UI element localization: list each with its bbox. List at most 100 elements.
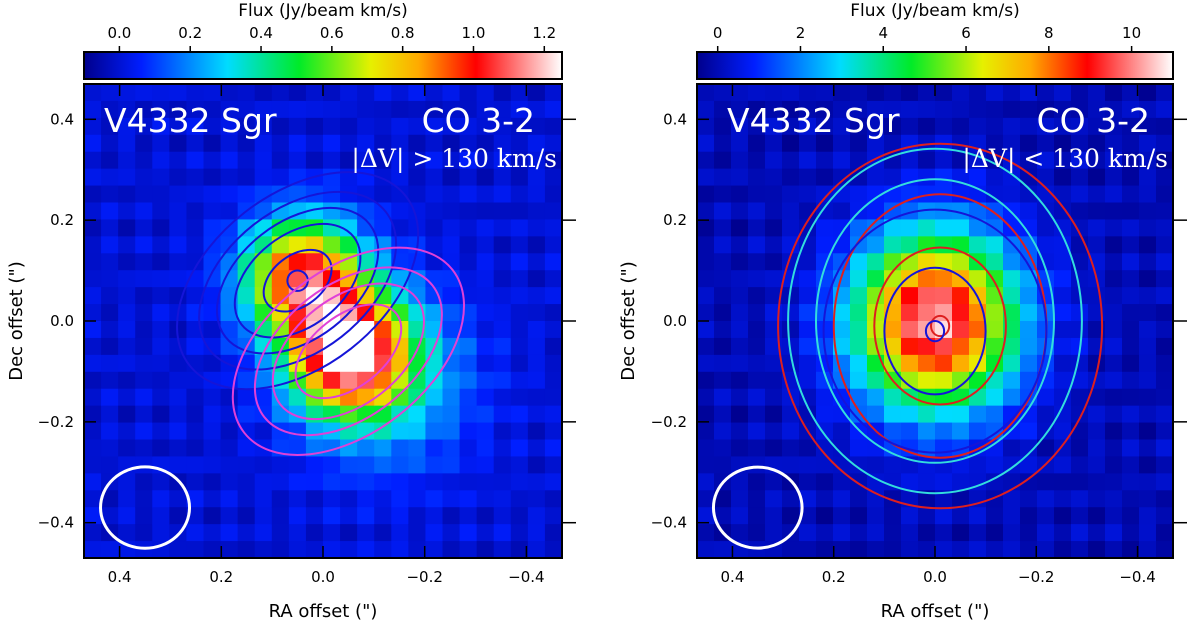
image-pixel	[527, 219, 546, 237]
image-pixel	[748, 185, 766, 204]
image-pixel	[254, 100, 273, 119]
image-pixel	[782, 100, 800, 119]
image-pixel	[884, 236, 902, 254]
image-pixel	[357, 134, 375, 153]
image-pixel	[1088, 134, 1106, 153]
image-pixel	[1088, 117, 1106, 136]
image-pixel	[357, 287, 375, 305]
image-pixel	[1003, 321, 1021, 339]
image-pixel	[884, 354, 902, 373]
image-pixel	[935, 456, 953, 474]
image-pixel	[1139, 371, 1157, 390]
image-pixel	[1020, 304, 1038, 322]
image-pixel	[254, 321, 273, 339]
image-pixel	[476, 337, 495, 356]
image-pixel	[986, 236, 1004, 254]
image-pixel	[237, 439, 256, 458]
image-pixel	[203, 456, 222, 474]
image-pixel	[1054, 185, 1072, 204]
image-pixel	[527, 422, 546, 441]
image-pixel	[186, 185, 205, 204]
image-pixel	[1054, 202, 1072, 221]
image-pixel	[118, 354, 136, 373]
image-pixel	[220, 337, 239, 356]
image-pixel	[527, 202, 546, 221]
image-pixel	[271, 524, 290, 542]
image-pixel	[782, 168, 800, 187]
image-pixel	[816, 388, 834, 407]
image-pixel	[288, 134, 307, 153]
image-pixel	[833, 151, 851, 170]
image-pixel	[152, 185, 170, 204]
image-pixel	[527, 405, 546, 424]
image-pixel	[425, 354, 444, 373]
image-pixel	[1139, 422, 1157, 441]
image-pixel	[84, 134, 102, 153]
image-pixel	[935, 541, 953, 558]
image-pixel	[544, 422, 562, 441]
image-pixel	[118, 524, 136, 542]
image-pixel	[135, 134, 153, 153]
image-pixel	[374, 439, 392, 458]
image-pixel	[748, 202, 766, 221]
image-pixel	[1071, 134, 1089, 153]
image-pixel	[1088, 287, 1106, 305]
image-pixel	[186, 422, 205, 441]
image-pixel	[186, 507, 205, 525]
image-pixel	[1037, 151, 1055, 170]
image-pixel	[918, 473, 936, 491]
image-pixel	[271, 84, 290, 102]
image-pixel	[135, 337, 153, 356]
image-pixel	[476, 151, 495, 170]
image-pixel	[391, 151, 409, 170]
image-pixel	[101, 337, 119, 356]
image-pixel	[357, 456, 375, 474]
image-pixel	[697, 219, 715, 237]
image-pixel	[918, 270, 936, 288]
image-pixel	[1003, 236, 1021, 254]
colorbar-tick-label: 4	[878, 24, 888, 42]
image-pixel	[459, 270, 478, 288]
image-pixel	[850, 337, 868, 356]
image-pixel	[918, 168, 936, 187]
image-pixel	[765, 219, 783, 237]
image-pixel	[782, 439, 800, 458]
image-pixel	[697, 473, 715, 491]
x-tick-label: 0.4	[721, 568, 745, 586]
image-pixel	[305, 473, 324, 491]
image-pixel	[1054, 270, 1072, 288]
image-pixel	[135, 507, 153, 525]
image-pixel	[135, 490, 153, 508]
image-pixel	[1071, 253, 1089, 271]
image-pixel	[1088, 185, 1106, 204]
image-pixel	[510, 337, 529, 356]
image-pixel	[408, 439, 427, 458]
image-pixel	[935, 439, 953, 458]
image-pixel	[816, 151, 834, 170]
image-pixel	[408, 371, 427, 390]
image-pixel	[901, 371, 919, 390]
image-pixel	[544, 524, 562, 542]
image-pixel	[459, 490, 478, 508]
image-pixel	[237, 185, 256, 204]
image-pixel	[1054, 507, 1072, 525]
image-pixel	[782, 219, 800, 237]
image-pixel	[901, 270, 919, 288]
image-pixel	[731, 490, 749, 508]
image-pixel	[986, 507, 1004, 525]
image-pixel	[544, 354, 562, 373]
image-pixel	[1139, 473, 1157, 491]
image-pixel	[374, 337, 392, 356]
image-pixel	[952, 354, 970, 373]
image-pixel	[850, 507, 868, 525]
image-pixel	[254, 371, 273, 390]
image-pixel	[833, 236, 851, 254]
image-pixel	[408, 168, 427, 187]
image-pixel	[1071, 524, 1089, 542]
image-pixel	[544, 168, 562, 187]
image-pixel	[374, 304, 392, 322]
image-pixel	[1105, 388, 1123, 407]
contour-blue	[924, 320, 946, 343]
image-pixel	[1003, 168, 1021, 187]
image-pixel	[305, 456, 324, 474]
